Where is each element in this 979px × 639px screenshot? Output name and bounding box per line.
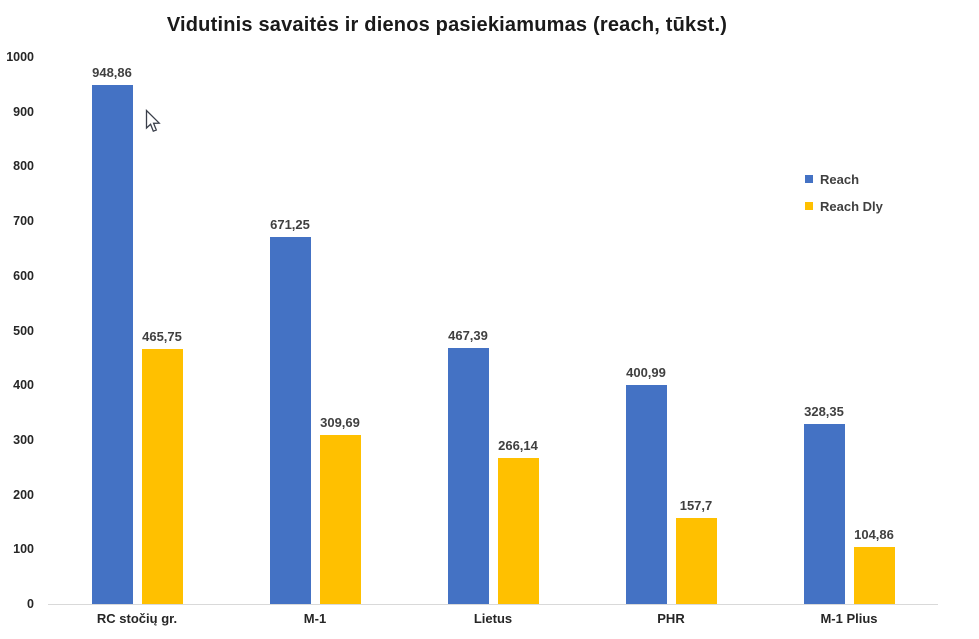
- y-axis-tick-label: 700: [13, 214, 34, 229]
- plot-area: 948,86 465,75 671,25 309,69 467,39 266,14 400,…: [48, 57, 938, 605]
- bar-with-label: 266,14: [497, 438, 539, 604]
- bar-reach-dly: [141, 349, 183, 604]
- x-axis-category-label: M-1 Plius: [820, 611, 878, 626]
- bar-group: 671,25 309,69: [226, 57, 404, 604]
- bar-with-label: 467,39: [447, 328, 489, 604]
- legend: Reach Reach Dly: [805, 172, 883, 226]
- y-axis-tick-label: 100: [13, 542, 34, 557]
- mouse-cursor-icon: [145, 109, 161, 133]
- bar-data-label: 400,99: [626, 364, 666, 380]
- bar-with-label: 104,86: [853, 526, 895, 604]
- bar-data-label: 328,35: [804, 404, 844, 420]
- y-axis-tick-label: 0: [27, 597, 34, 611]
- bar-data-label: 157,7: [679, 497, 713, 513]
- y-axis-tick-label: 1000: [6, 50, 34, 64]
- bar-data-label: 671,25: [270, 216, 310, 232]
- legend-item: Reach: [805, 171, 883, 187]
- bar-with-label: 465,75: [141, 329, 183, 604]
- legend-label: Reach: [820, 171, 860, 187]
- legend-label: Reach Dly: [820, 198, 883, 214]
- bar-reach: [447, 348, 489, 604]
- bar-reach-dly: [497, 458, 539, 604]
- x-axis-category-label: PHR: [657, 611, 685, 626]
- x-axis-category-label: M-1: [303, 611, 327, 626]
- bar-data-label: 104,86: [854, 526, 894, 542]
- bar-data-label: 309,69: [320, 414, 360, 430]
- x-axis-category-label: Lietus: [473, 611, 513, 626]
- bar-data-label: 467,39: [448, 328, 488, 344]
- bar-reach: [91, 84, 133, 604]
- bar-with-label: 328,35: [803, 404, 845, 604]
- bar-data-label: 948,86: [92, 64, 132, 80]
- chart-title: Vidutinis savaitės ir dienos pasiekiamum…: [166, 14, 728, 36]
- bar-reach: [625, 384, 667, 604]
- y-axis-tick-label: 900: [13, 104, 34, 119]
- legend-swatch-icon: [805, 175, 813, 183]
- bar-reach-dly: [319, 434, 361, 604]
- y-axis-tick-label: 600: [13, 268, 34, 283]
- y-axis-tick-label: 800: [13, 159, 34, 174]
- bar-data-label: 465,75: [142, 329, 182, 345]
- bar-group: 467,39 266,14: [404, 57, 582, 604]
- bar-group: 400,99 157,7: [582, 57, 760, 604]
- legend-item: Reach Dly: [805, 198, 883, 214]
- bar-group: 328,35 104,86: [760, 57, 938, 604]
- bar-with-label: 671,25: [269, 216, 311, 604]
- y-axis-tick-label: 200: [13, 487, 34, 502]
- bar-data-label: 266,14: [498, 438, 538, 454]
- bar-reach: [269, 236, 311, 604]
- x-axis-labels: RC stočių gr. M-1 Lietus PHR M-1 Plius: [48, 611, 938, 626]
- bar-reach-dly: [675, 517, 717, 604]
- bar-groups: 948,86 465,75 671,25 309,69 467,39 266,14 400,…: [48, 57, 938, 604]
- bar-reach-dly: [853, 546, 895, 604]
- legend-swatch-icon: [805, 202, 813, 210]
- bar-with-label: 948,86: [91, 64, 133, 604]
- bar-group: 948,86 465,75: [48, 57, 226, 604]
- x-axis-category-label: RC stočių gr.: [96, 611, 178, 626]
- y-axis: 0 100 200 300 400 500 600 700 800 900 1000: [0, 0, 34, 639]
- bar-reach: [803, 424, 845, 604]
- bar-with-label: 309,69: [319, 414, 361, 604]
- bar-with-label: 400,99: [625, 364, 667, 604]
- y-axis-tick-label: 400: [13, 378, 34, 393]
- bar-with-label: 157,7: [675, 497, 717, 604]
- y-axis-tick-label: 500: [13, 323, 34, 338]
- y-axis-tick-label: 300: [13, 432, 34, 447]
